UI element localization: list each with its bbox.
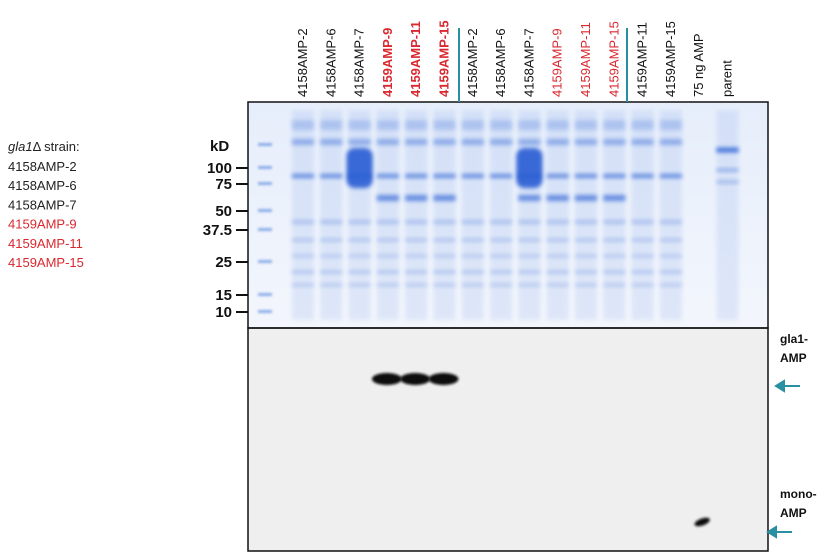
ladder-band — [258, 143, 272, 146]
lane-label: 4159AMP-9 — [550, 28, 565, 97]
lane-smear — [405, 110, 428, 320]
arrow-head — [766, 525, 777, 539]
lane-label: 4158AMP-7 — [521, 28, 536, 97]
lane-label: 4159AMP-15 — [437, 20, 452, 97]
lane-smear — [348, 110, 371, 320]
blot-band — [694, 517, 710, 527]
lane-label: 4158AMP-7 — [352, 28, 367, 97]
marker-label: 10 — [215, 304, 232, 321]
lane-smear — [518, 110, 541, 320]
marker-label: 37.5 — [203, 222, 232, 239]
legend-item: 4158AMP-2 — [8, 159, 77, 174]
legend-item: 4158AMP-7 — [8, 197, 77, 212]
lane-label: 4158AMP-6 — [493, 28, 508, 97]
marker-label: 15 — [215, 287, 232, 304]
lane-labels: 4158AMP-2 4158AMP-6 4158AMP-7 4159AMP-9 4159… — [295, 20, 735, 97]
lane-smear — [320, 110, 343, 320]
blot-bands — [371, 373, 710, 527]
ladder-band — [258, 310, 272, 313]
side-label: gla1- — [780, 332, 808, 346]
lane-smear — [461, 110, 484, 320]
ladder-band — [258, 260, 272, 263]
side-label: AMP — [780, 506, 807, 520]
lane-label: 4159AMP-11 — [408, 21, 423, 97]
ladder-band — [258, 166, 272, 169]
lane-label: 4159AMP-15 — [663, 21, 678, 97]
ladder-band — [258, 182, 272, 185]
ladder-band — [258, 209, 272, 212]
legend-item: 4158AMP-6 — [8, 178, 77, 193]
legend-item: 4159AMP-11 — [8, 236, 83, 251]
lane-smear — [575, 110, 597, 320]
blot-panel — [248, 328, 768, 551]
arrows — [766, 379, 800, 539]
lane-label: 75 ng AMP — [691, 33, 706, 97]
marker-label: 50 — [215, 203, 232, 220]
lane-smear — [376, 110, 399, 320]
marker-label: 25 — [215, 254, 232, 271]
marker-label: 100 — [207, 160, 232, 177]
lane-label: 4159AMP-9 — [380, 28, 395, 97]
ladder-band — [258, 293, 272, 296]
lane-label: 4159AMP-11 — [635, 22, 650, 97]
lane-smear — [433, 110, 456, 320]
lane-label: 4159AMP-11 — [578, 22, 593, 97]
blot-band — [428, 373, 459, 385]
legend: 4158AMP-2 4158AMP-6 4158AMP-7 4159AMP-9 4159… — [8, 159, 84, 270]
legend-item: 4159AMP-9 — [8, 217, 77, 232]
blot-band — [371, 373, 402, 385]
lane-smear — [490, 110, 513, 320]
blot-band — [400, 373, 431, 385]
lane-smear — [716, 110, 739, 320]
lane-smear — [546, 110, 569, 320]
legend-item: 4159AMP-15 — [8, 255, 84, 270]
lane-label: 4158AMP-2 — [465, 28, 480, 97]
lane-smear — [292, 110, 314, 320]
legend-title: gla1Δ strain: — [8, 139, 80, 154]
marker-label: 75 — [215, 176, 232, 193]
lane-label: 4159AMP-15 — [606, 21, 621, 97]
lane-smear — [603, 110, 626, 320]
lane-label: 4158AMP-6 — [323, 28, 338, 97]
side-label: mono- — [780, 487, 817, 501]
marker-unit: kD — [210, 138, 229, 155]
lane-smear — [631, 110, 654, 320]
ladder-band — [258, 228, 272, 231]
side-label: AMP — [780, 351, 807, 365]
lane-label: parent — [720, 60, 735, 97]
blot-border — [247, 327, 769, 552]
lane-label: 4158AMP-2 — [295, 28, 310, 97]
lane-smear — [659, 110, 682, 320]
arrow-head — [774, 379, 785, 393]
gel-bands — [258, 110, 739, 320]
